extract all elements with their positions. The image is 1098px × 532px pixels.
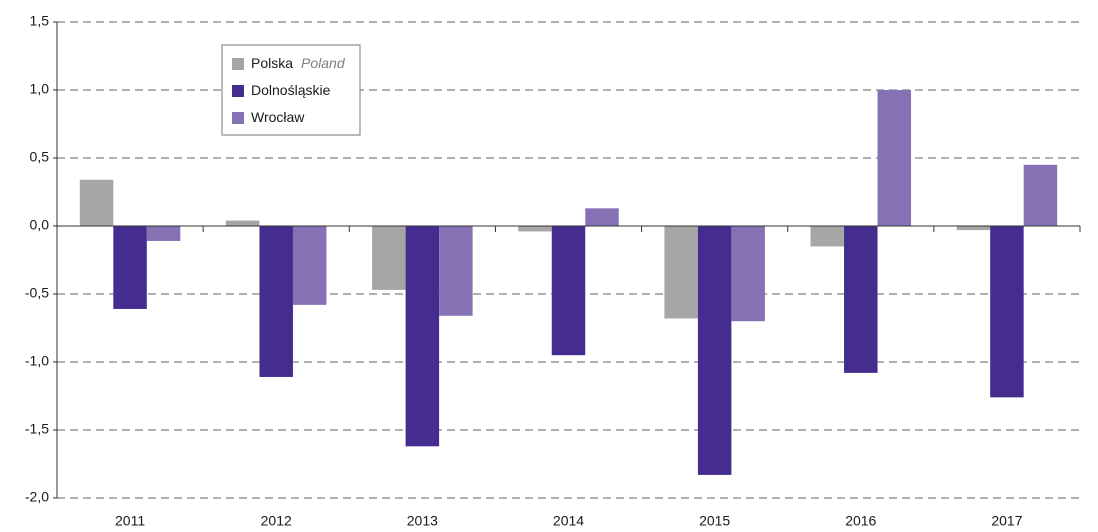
legend-name: Polska [251, 55, 293, 71]
x-tick-label: 2015 [699, 513, 730, 529]
legend-swatch [232, 85, 244, 97]
y-tick-label: -1,0 [25, 353, 49, 369]
bar [1023, 164, 1058, 226]
bar [877, 90, 912, 226]
bar [405, 226, 440, 447]
x-tick-label: 2017 [991, 513, 1022, 529]
bar [956, 226, 991, 231]
legend-name: Wrocław [251, 109, 305, 125]
bar [79, 179, 114, 226]
bar [292, 226, 327, 305]
y-tick-label: -2,0 [25, 489, 49, 505]
bar [697, 226, 732, 475]
legend-swatch [232, 112, 244, 124]
y-tick-label: 0,0 [30, 217, 50, 233]
bar [146, 226, 181, 241]
x-tick-label: 2011 [115, 513, 145, 529]
legend-box [221, 44, 361, 136]
bar [551, 226, 586, 356]
bar [225, 220, 260, 226]
bar [113, 226, 147, 309]
legend: Polska Poland Dolnośląskie Wrocław [221, 44, 361, 136]
bar [518, 226, 552, 232]
x-tick-label: 2013 [407, 513, 438, 529]
y-tick-label: 0,5 [30, 149, 50, 165]
bar [439, 226, 473, 316]
bar [372, 226, 406, 290]
legend-label: Wrocław [251, 109, 305, 125]
legend-name-en: Poland [301, 55, 346, 71]
bar [810, 226, 845, 247]
bar [664, 226, 698, 319]
y-tick-label: 1,0 [30, 81, 50, 97]
bar [259, 226, 293, 377]
bar [585, 208, 619, 226]
x-tick-label: 2016 [845, 513, 876, 529]
legend-label: Polska Poland [251, 55, 346, 71]
legend-label: Dolnośląskie [251, 82, 331, 98]
x-tick-label: 2014 [553, 513, 584, 529]
y-tick-label: 1,5 [30, 13, 50, 29]
legend-swatch [232, 58, 244, 70]
bar [990, 226, 1024, 398]
y-tick-label: -1,5 [25, 421, 49, 437]
x-tick-label: 2012 [261, 513, 292, 529]
y-tick-label: -0,5 [25, 285, 49, 301]
legend-name: Dolnośląskie [251, 82, 331, 98]
bar [844, 226, 878, 373]
bar [731, 226, 765, 322]
